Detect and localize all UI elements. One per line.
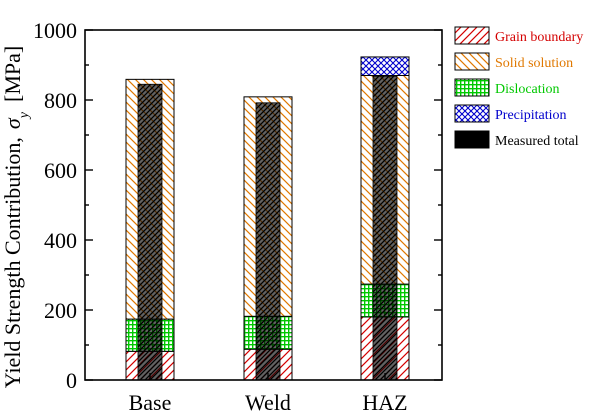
y-tick-label: 400 — [44, 228, 77, 253]
y-tick-label: 200 — [44, 298, 77, 323]
legend-label-measured-total: Measured total — [495, 134, 579, 149]
legend-swatch-measured-total — [454, 130, 490, 149]
legend-swatch-dislocation — [454, 78, 490, 97]
y-tick-label: 800 — [44, 88, 77, 113]
y-axis-ticks — [85, 29, 442, 381]
y-axis-tick-labels: 0 200 400 600 800 1000 — [33, 18, 77, 393]
x-axis-category-labels: Base Weld HAZ — [129, 373, 408, 415]
legend-swatch-grain-boundary — [454, 26, 490, 45]
legend-label-dislocation: Dislocation — [495, 82, 560, 97]
y-tick-label: 1000 — [33, 18, 77, 43]
y-axis-label: Yield Strength Contribution,σy[MPa] — [0, 46, 32, 388]
legend-swatch-precipitation — [454, 104, 490, 123]
bar-measured-total-weld — [255, 102, 281, 381]
legend: Grain boundary Solid solution Dislocation P… — [454, 26, 583, 149]
x-category-label: HAZ — [362, 390, 407, 415]
y-tick-label: 0 — [66, 368, 77, 393]
bar-measured-total-base — [137, 83, 163, 381]
bar-precipitation-haz — [360, 56, 410, 76]
legend-swatch-solid-solution — [454, 52, 490, 71]
x-category-label: Weld — [245, 390, 291, 415]
y-tick-label: 600 — [44, 158, 77, 183]
legend-label-precipitation: Precipitation — [495, 108, 567, 123]
legend-label-grain-boundary: Grain boundary — [495, 30, 583, 45]
legend-label-solid-solution: Solid solution — [495, 56, 573, 71]
bars-layer — [125, 56, 410, 381]
bar-measured-total-haz — [372, 75, 398, 381]
x-category-label: Base — [129, 390, 172, 415]
